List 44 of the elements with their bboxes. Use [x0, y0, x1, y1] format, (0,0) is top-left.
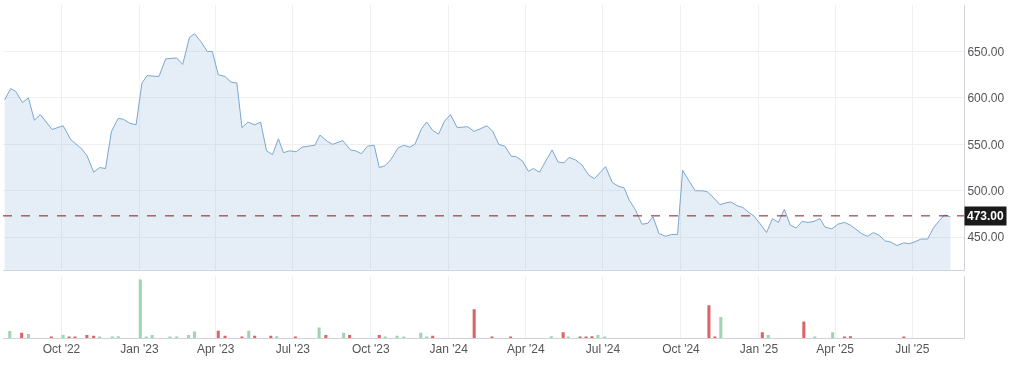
x-tick-label: Apr '25 [816, 342, 855, 357]
bar [193, 331, 197, 338]
bar [596, 335, 600, 338]
x-tick-label: Jul '23 [275, 342, 311, 357]
bar [187, 335, 191, 338]
x-tick-label: Jan '23 [120, 342, 159, 357]
bar [561, 332, 565, 338]
bar [766, 335, 770, 338]
x-tick-label: Oct '23 [351, 342, 390, 357]
bar [760, 332, 764, 338]
y-tick-label: 500.00 [967, 183, 1005, 198]
bar [377, 335, 381, 338]
bar [324, 335, 328, 338]
bar [8, 330, 12, 338]
bar [317, 327, 321, 338]
bar [348, 335, 352, 338]
y-tick-label: 650.00 [967, 44, 1005, 59]
bar [707, 305, 711, 338]
ref-line-label: 473.00 [967, 209, 1005, 223]
bar [216, 330, 220, 338]
x-tick-label: Jan '24 [429, 342, 469, 357]
bar [138, 279, 142, 338]
bar [831, 332, 835, 338]
x-tick-label: Oct '24 [662, 342, 701, 357]
bar [247, 330, 251, 338]
x-tick-label: Jul '24 [585, 342, 621, 357]
bar [719, 316, 723, 338]
bar [472, 309, 476, 338]
y-tick-label: 600.00 [967, 91, 1005, 106]
y-tick-label: 450.00 [967, 230, 1005, 245]
bar [26, 333, 30, 338]
bar [342, 332, 346, 338]
bar [61, 335, 65, 338]
bar [802, 321, 806, 338]
bar [150, 335, 154, 338]
bar [20, 332, 24, 338]
x-tick-label: Apr '23 [196, 342, 235, 357]
x-tick-label: Jul '25 [895, 342, 930, 357]
x-tick-label: Oct '22 [42, 342, 81, 357]
bar [419, 332, 423, 338]
x-tick-label: Jan '25 [739, 342, 779, 357]
x-tick-label: Apr '24 [507, 342, 546, 357]
bar [85, 335, 89, 338]
y-tick-label: 550.00 [967, 137, 1005, 152]
